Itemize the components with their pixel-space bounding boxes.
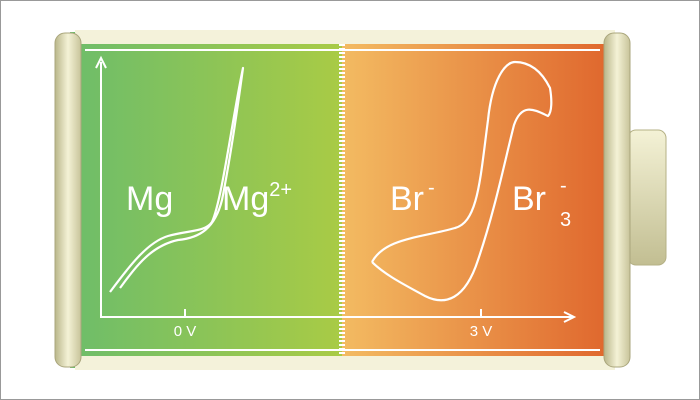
br-ion-charge: - [428, 177, 435, 199]
br3-ion-base: Br [512, 180, 546, 218]
br-curve [371, 60, 553, 302]
left-half [70, 32, 342, 368]
top-rim [75, 30, 615, 44]
mg-curve [109, 66, 245, 293]
x-tick-label: 3 V [470, 323, 493, 340]
mg-label: Mg [126, 180, 173, 218]
axis-arrow [95, 55, 107, 69]
terminal [627, 129, 667, 266]
right-cap [603, 32, 631, 368]
bottom-rim [75, 356, 615, 370]
br-ion-base: Br [390, 180, 424, 218]
x-tick-label: 0 V [174, 323, 197, 340]
mg-ion-label: Mg2+ [222, 179, 292, 218]
br3-ion-label: Br 3 - [512, 175, 571, 231]
right-half [342, 32, 615, 368]
mg-ion-charge: 2+ [269, 179, 292, 201]
br3-ion-charge: - [560, 175, 567, 197]
mg-ion-base: Mg [222, 180, 269, 218]
axis-arrow [563, 311, 577, 323]
left-cap [54, 32, 82, 368]
br3-ion-subscript: 3 [560, 209, 571, 231]
br-ion-label: Br - [390, 177, 435, 218]
